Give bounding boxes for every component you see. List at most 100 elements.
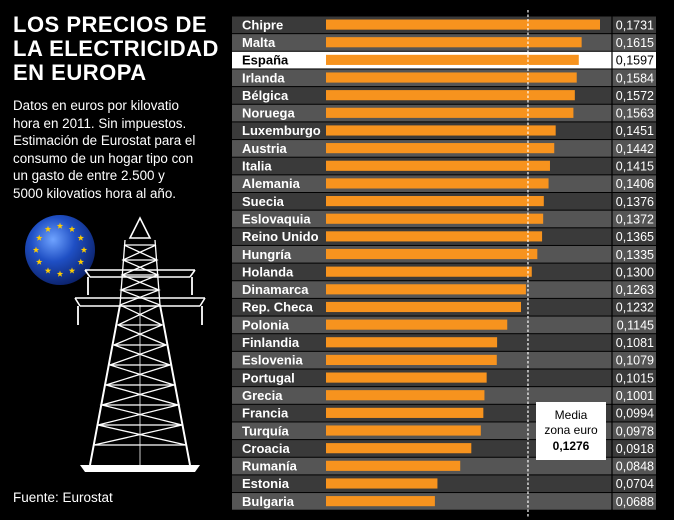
category-label: Portugal — [242, 370, 295, 385]
category-label: Rep. Checa — [242, 300, 314, 315]
bar-row: Grecia 0,1001 — [232, 387, 656, 404]
value-label: 0,0688 — [616, 495, 654, 509]
category-label: Hungría — [242, 247, 292, 262]
category-label: Chipre — [242, 17, 283, 32]
bar-row: Chipre 0,1731 — [232, 16, 656, 34]
category-label: España — [242, 53, 289, 68]
category-label: Grecia — [242, 388, 283, 403]
bar-row: Portugal 0,1015 — [232, 369, 656, 387]
value-label: 0,1335 — [616, 248, 654, 262]
bar-row: Eslovaquia 0,1372 — [232, 210, 656, 228]
eu-star-icon — [77, 234, 85, 241]
bar-row: Bélgica 0,1572 — [232, 87, 656, 104]
value-label: 0,1415 — [616, 160, 654, 174]
category-label: Rumanía — [242, 459, 298, 474]
category-label: Turquía — [242, 423, 289, 438]
mean-label-line1: Media — [555, 408, 588, 422]
value-label: 0,0994 — [616, 407, 654, 421]
bar — [326, 460, 461, 471]
value-label: 0,0918 — [616, 442, 654, 456]
value-label: 0,0848 — [616, 460, 654, 474]
category-label: Eslovaquia — [242, 211, 311, 226]
bar-row: Noruega 0,1563 — [232, 104, 656, 122]
bar-row: Reino Unido 0,1365 — [232, 228, 656, 245]
bar — [326, 54, 579, 65]
bar-row: Dinamarca 0,1263 — [232, 281, 656, 298]
bar — [326, 125, 556, 136]
bar — [326, 160, 550, 171]
category-label: Dinamarca — [242, 282, 309, 297]
value-label: 0,1451 — [616, 124, 654, 138]
eu-star-icon — [32, 246, 40, 253]
bar-row-highlighted: España 0,1597 — [232, 51, 656, 69]
bar — [326, 143, 555, 154]
eu-star-icon — [44, 225, 52, 232]
value-label: 0,1079 — [616, 354, 654, 368]
bar-row: Irlanda 0,1584 — [232, 69, 656, 87]
value-label: 0,1597 — [616, 54, 654, 68]
bar-row: Finlandia 0,1081 — [232, 334, 656, 351]
bar-row: Rep. Checa 0,1232 — [232, 298, 656, 316]
category-label: Irlanda — [242, 70, 285, 85]
value-label: 0,1015 — [616, 371, 654, 385]
category-label: Francia — [242, 406, 289, 421]
value-label: 0,1584 — [616, 71, 654, 85]
eu-star-icon — [68, 267, 76, 274]
value-label: 0,1001 — [616, 389, 654, 403]
bar — [326, 231, 543, 242]
bar-row: Eslovenia 0,1079 — [232, 351, 656, 369]
eu-flag-icon — [25, 215, 95, 285]
bar — [326, 19, 600, 30]
category-label: Bélgica — [242, 88, 289, 103]
power-pylon-icon — [74, 216, 206, 472]
category-label: Holanda — [242, 264, 294, 279]
value-label: 0,1081 — [616, 336, 654, 350]
left-panel: LOS PRECIOS DE LA ELECTRICIDAD EN EUROPA… — [0, 0, 228, 520]
eu-star-icon — [80, 246, 88, 253]
chart-title: LOS PRECIOS DE LA ELECTRICIDAD EN EUROPA — [13, 12, 219, 85]
row-background — [232, 475, 656, 493]
bar-row: Hungría 0,1335 — [232, 245, 656, 263]
category-label: Bulgaria — [242, 494, 295, 509]
bar-row: Austria 0,1442 — [232, 140, 656, 157]
category-label: Italia — [242, 159, 272, 174]
value-label: 0,1365 — [616, 230, 654, 244]
bar — [326, 354, 497, 365]
category-label: Alemania — [242, 176, 301, 191]
bar — [326, 407, 484, 418]
bar — [326, 390, 485, 401]
illustration — [25, 215, 206, 472]
value-label: 0,1376 — [616, 195, 654, 209]
value-label: 0,0978 — [616, 424, 654, 438]
value-label: 0,1442 — [616, 142, 654, 156]
category-label: Polonia — [242, 317, 290, 332]
category-label: Estonia — [242, 476, 290, 491]
bar-row: Malta 0,1615 — [232, 34, 656, 51]
value-label: 0,1263 — [616, 283, 654, 297]
category-label: Austria — [242, 141, 288, 156]
category-label: Noruega — [242, 106, 296, 121]
chart-description: Datos en euros por kilovatio hora en 201… — [13, 98, 196, 201]
eu-star-icon — [77, 258, 85, 265]
bar — [326, 478, 438, 489]
category-label: Luxemburgo — [242, 123, 321, 138]
bar — [326, 72, 577, 83]
category-label: Reino Unido — [242, 229, 319, 244]
bar — [326, 443, 472, 454]
value-label: 0,1572 — [616, 89, 654, 103]
value-label: 0,1406 — [616, 177, 654, 191]
bar — [326, 37, 582, 48]
value-label: 0,1232 — [616, 301, 654, 315]
bar-row: Bulgaria 0,0688 — [232, 493, 656, 510]
value-label: 0,1615 — [616, 36, 654, 50]
bar-row: Italia 0,1415 — [232, 157, 656, 175]
bar-row: Estonia 0,0704 — [232, 475, 656, 493]
bar — [326, 496, 435, 507]
bar-row: Alemania 0,1406 — [232, 175, 656, 192]
eu-star-icon — [56, 222, 64, 229]
value-label: 0,1145 — [617, 318, 654, 332]
bar-row: Luxemburgo 0,1451 — [232, 122, 656, 140]
bar-row: Polonia 0,1145 — [232, 316, 656, 334]
